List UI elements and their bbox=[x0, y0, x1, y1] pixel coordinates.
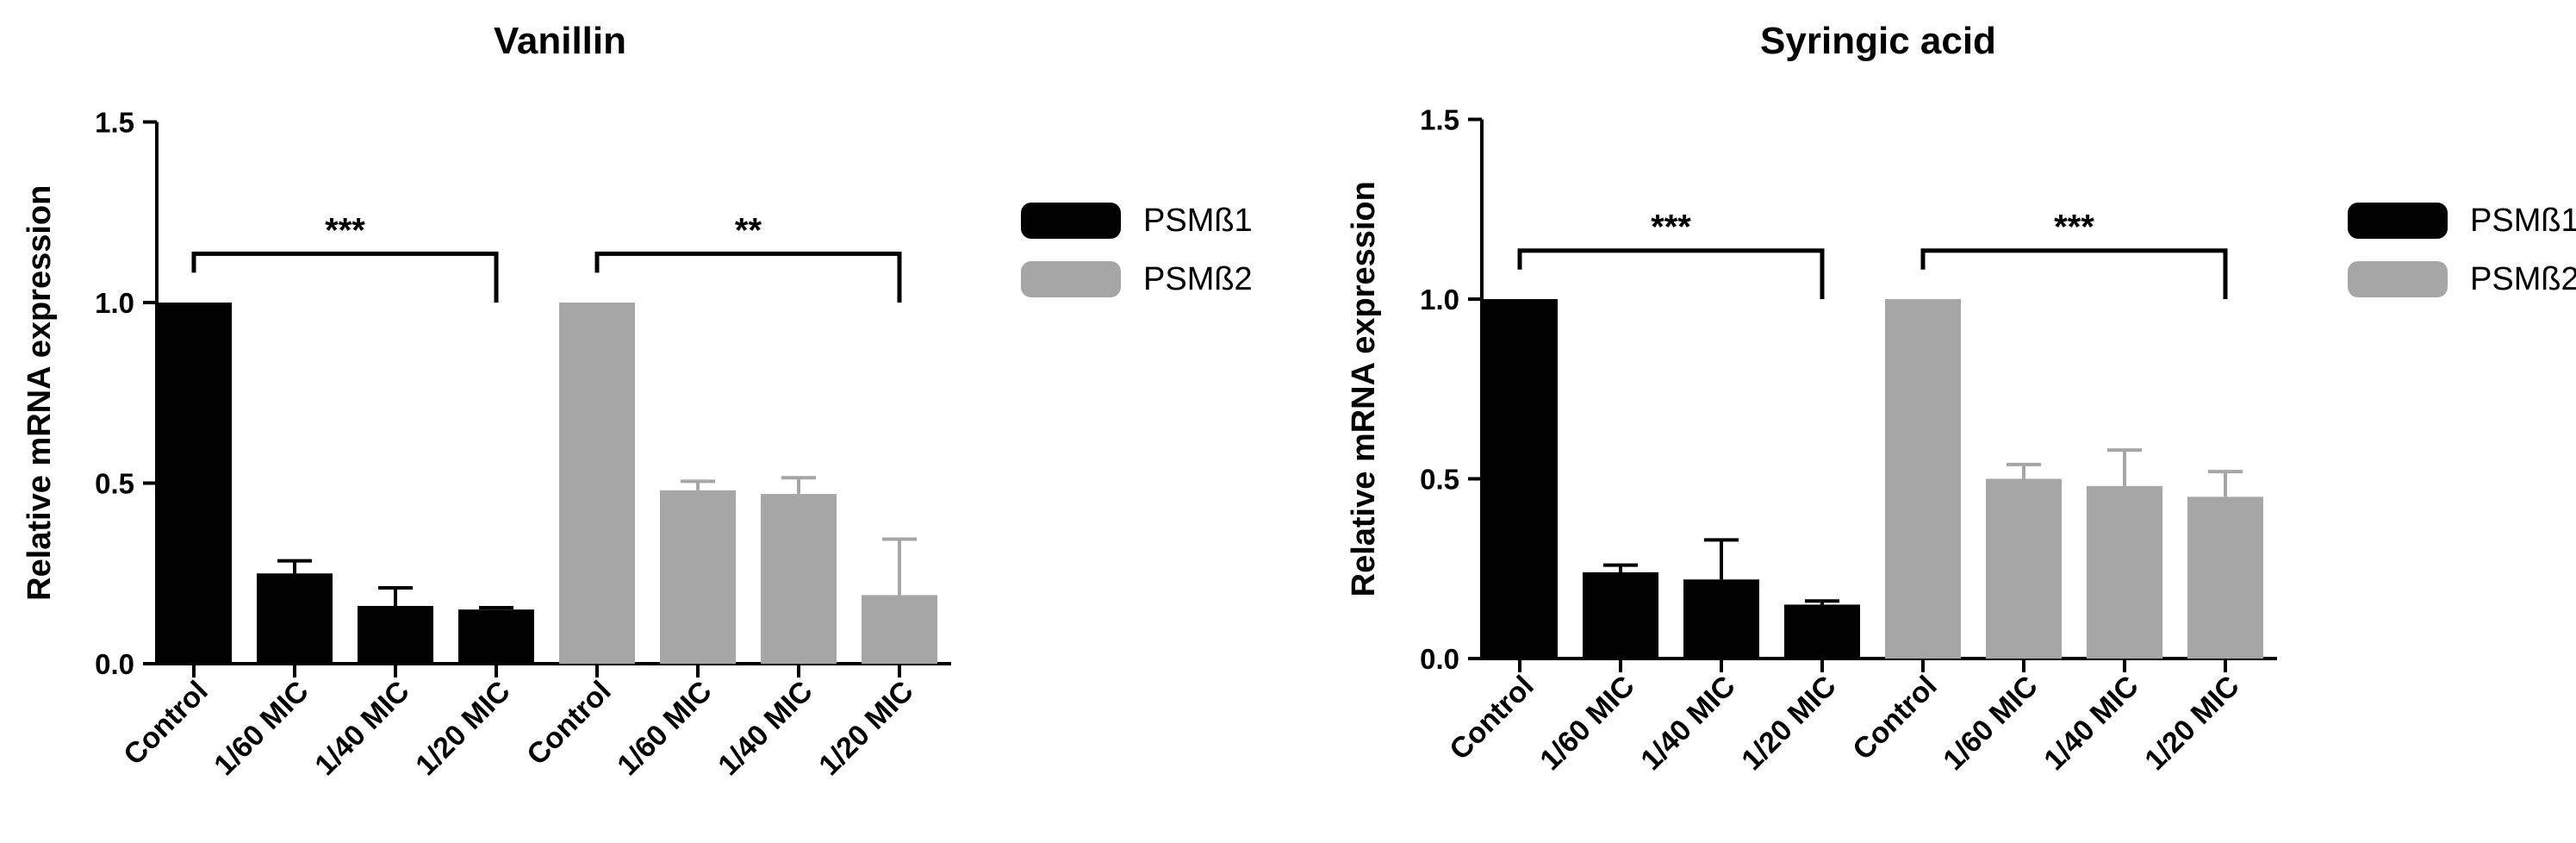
bar bbox=[1784, 604, 1860, 659]
legend-swatch bbox=[1021, 203, 1121, 239]
y-tick-label: 0.0 bbox=[95, 648, 134, 680]
x-tick-label: 1/40 MIC bbox=[712, 675, 818, 782]
x-tick-label: 1/20 MIC bbox=[1735, 670, 1842, 777]
chart-panel-2: Syringic acid Relative mRNA expression 0.0… bbox=[1346, 20, 2576, 777]
x-tick-label: Control bbox=[117, 675, 214, 771]
y-tick-label: 1.0 bbox=[1420, 284, 1459, 315]
chart-title: Syringic acid bbox=[1760, 20, 1996, 62]
chart-title: Vanillin bbox=[494, 20, 626, 62]
bar bbox=[2087, 485, 2162, 659]
legend-label: PSMß1 bbox=[2470, 203, 2576, 239]
legend-label: PSMß2 bbox=[1143, 261, 1253, 297]
x-tick-label: 1/40 MIC bbox=[308, 675, 415, 782]
y-tick-label: 0.5 bbox=[95, 468, 134, 500]
significance-label: *** bbox=[2054, 209, 2094, 247]
x-tick-label: 1/20 MIC bbox=[2138, 670, 2245, 777]
y-axis-label: Relative mRNA expression bbox=[22, 185, 58, 601]
bar bbox=[1986, 478, 2062, 659]
y-axis-label: Relative mRNA expression bbox=[1346, 181, 1382, 596]
bar bbox=[862, 595, 937, 664]
x-tick-label: 1/40 MIC bbox=[1634, 670, 1741, 777]
x-tick-label: 1/60 MIC bbox=[1534, 670, 1640, 777]
x-tick-label: Control bbox=[520, 675, 617, 771]
bar bbox=[660, 490, 736, 664]
bar bbox=[156, 303, 232, 664]
y-tick-label: 1.5 bbox=[1420, 104, 1459, 136]
bar bbox=[559, 303, 635, 664]
y-tick-label: 1.5 bbox=[95, 107, 134, 139]
x-tick-label: 1/40 MIC bbox=[2038, 670, 2144, 777]
x-tick-label: Control bbox=[1443, 670, 1540, 766]
significance-label: ** bbox=[735, 211, 762, 249]
y-tick-label: 0.0 bbox=[1420, 643, 1459, 675]
x-tick-label: 1/60 MIC bbox=[611, 675, 718, 782]
significance-bracket bbox=[191, 251, 499, 303]
significance-bracket bbox=[1920, 248, 2228, 299]
x-tick-label: 1/60 MIC bbox=[208, 675, 314, 782]
legend-swatch bbox=[2348, 203, 2448, 239]
bar bbox=[1885, 299, 1961, 659]
chart-panel-1: Vanillin Relative mRNA expression 0.0 0.5 1.… bbox=[22, 20, 1253, 782]
bar bbox=[257, 573, 333, 664]
x-tick-label: 1/60 MIC bbox=[1937, 670, 2044, 777]
bar bbox=[358, 605, 433, 664]
y-tick-label: 0.5 bbox=[1420, 464, 1459, 496]
x-tick-label: Control bbox=[1846, 670, 1943, 766]
legend-label: PSMß2 bbox=[2470, 261, 2576, 297]
significance-label: *** bbox=[325, 211, 365, 249]
bar bbox=[1482, 299, 1558, 659]
bar bbox=[1583, 571, 1658, 659]
legend-swatch bbox=[2348, 261, 2448, 297]
x-tick-label: 1/20 MIC bbox=[409, 675, 516, 782]
bar bbox=[1683, 579, 1759, 659]
bar bbox=[761, 494, 837, 664]
bar bbox=[2187, 496, 2263, 659]
significance-bracket bbox=[1517, 248, 1825, 299]
significance-bracket bbox=[594, 251, 902, 303]
legend-label: PSMß1 bbox=[1143, 203, 1253, 239]
bar bbox=[458, 609, 534, 664]
x-tick-label: 1/20 MIC bbox=[812, 675, 919, 782]
y-tick-label: 1.0 bbox=[95, 287, 134, 319]
legend-swatch bbox=[1021, 261, 1121, 297]
significance-label: *** bbox=[1651, 209, 1691, 247]
